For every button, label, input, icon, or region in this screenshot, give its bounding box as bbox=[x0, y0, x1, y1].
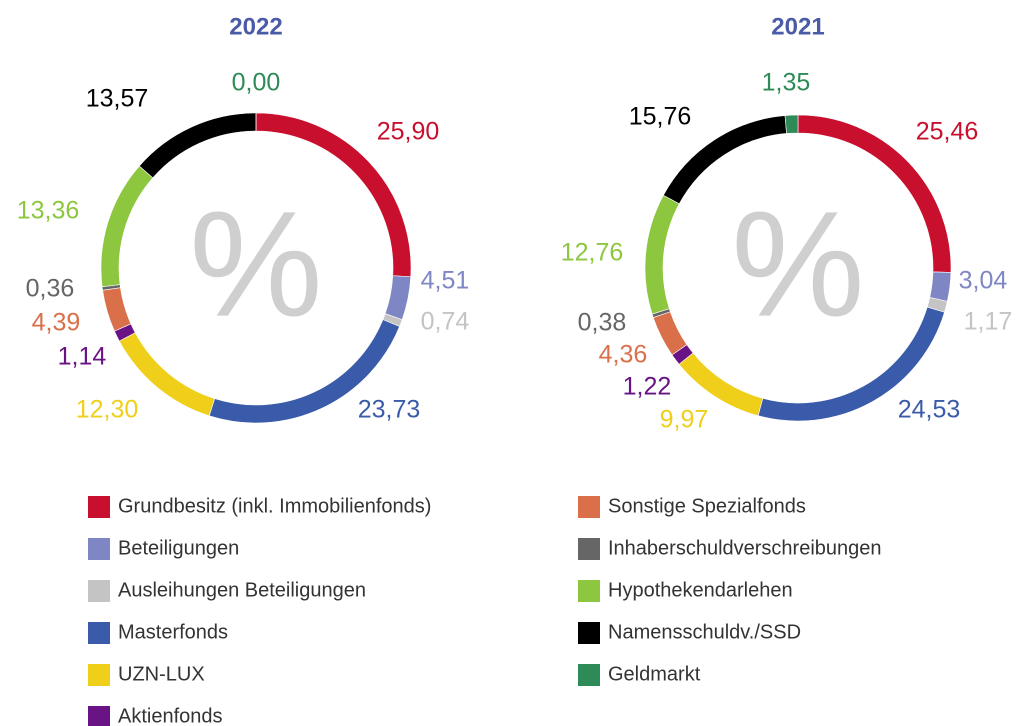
legend-swatch bbox=[578, 580, 600, 602]
legend-label: Sonstige Spezialfonds bbox=[608, 495, 806, 517]
value-label: 12,76 bbox=[561, 239, 624, 267]
legend-swatch bbox=[578, 622, 600, 644]
legend-label: Grundbesitz (inkl. Immobilienfonds) bbox=[118, 495, 431, 517]
value-label: 3,04 bbox=[959, 267, 1008, 295]
slice bbox=[100, 165, 154, 288]
slice bbox=[138, 112, 257, 179]
value-label: 1,35 bbox=[762, 69, 811, 97]
slice bbox=[644, 194, 680, 315]
value-label: 4,39 bbox=[32, 309, 81, 337]
legend-label: Masterfonds bbox=[118, 621, 228, 643]
slice bbox=[384, 275, 412, 321]
chart-title: 2022 bbox=[229, 13, 282, 40]
legend-label: Hypothekendarlehen bbox=[608, 579, 793, 601]
value-label: 1,22 bbox=[623, 373, 672, 401]
value-label: 24,53 bbox=[898, 396, 961, 424]
value-label: 0,38 bbox=[578, 309, 627, 337]
value-label: 13,57 bbox=[86, 85, 149, 113]
legend-label: Beteiligungen bbox=[118, 537, 239, 559]
value-label: 1,14 bbox=[58, 343, 107, 371]
value-label: 12,30 bbox=[76, 396, 139, 424]
value-label: 13,36 bbox=[17, 197, 80, 225]
slice bbox=[652, 311, 688, 356]
legend-swatch bbox=[88, 580, 110, 602]
legend-label: Ausleihungen Beteiligungen bbox=[118, 579, 366, 601]
legend-swatch bbox=[88, 664, 110, 686]
value-label: 0,74 bbox=[421, 308, 470, 336]
legend-swatch bbox=[578, 538, 600, 560]
legend-swatch bbox=[88, 538, 110, 560]
legend-swatch bbox=[88, 496, 110, 518]
legend-swatch bbox=[88, 706, 110, 726]
value-label: 25,46 bbox=[916, 118, 979, 146]
legend-label: Geldmarkt bbox=[608, 663, 701, 685]
center-label: % bbox=[189, 180, 322, 348]
value-label: 23,73 bbox=[358, 396, 421, 424]
slice bbox=[929, 271, 952, 302]
value-label: 0,36 bbox=[26, 275, 75, 303]
chart-title: 2021 bbox=[771, 13, 824, 40]
legend-swatch bbox=[88, 622, 110, 644]
value-label: 0,00 bbox=[232, 69, 281, 97]
legend-label: Namensschuldv./SSD bbox=[608, 621, 801, 643]
slice bbox=[102, 287, 132, 332]
value-label: 4,51 bbox=[421, 267, 470, 295]
legend-label: UZN-LUX bbox=[118, 663, 205, 685]
center-label: % bbox=[731, 180, 864, 348]
legend-swatch bbox=[578, 496, 600, 518]
value-label: 25,90 bbox=[377, 118, 440, 146]
value-label: 9,97 bbox=[660, 406, 709, 434]
value-label: 1,17 bbox=[964, 308, 1013, 336]
legend-swatch bbox=[578, 664, 600, 686]
legend-label: Aktienfonds bbox=[118, 705, 223, 726]
value-label: 15,76 bbox=[629, 103, 692, 131]
legend-label: Inhaberschuldverschreibungen bbox=[608, 537, 882, 559]
value-label: 4,36 bbox=[599, 341, 648, 369]
slice bbox=[784, 114, 799, 134]
